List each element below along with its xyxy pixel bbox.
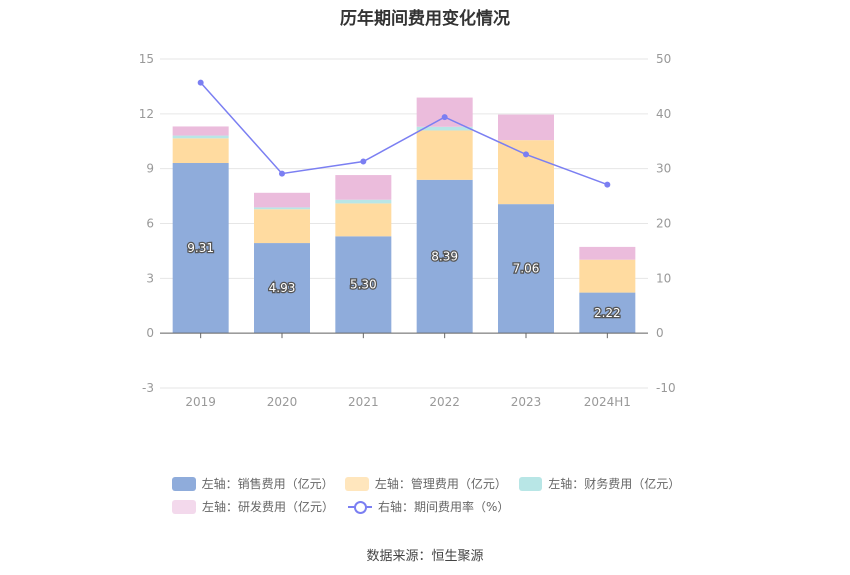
data-source: 数据来源：恒生聚源 xyxy=(366,549,484,564)
bar-data-label: 7.06 xyxy=(513,262,540,276)
x-tick-label: 2024H1 xyxy=(584,395,631,409)
legend-label-admin: 左轴：管理费用（亿元） xyxy=(374,477,507,491)
bar-segment xyxy=(172,126,229,136)
legend-item-finance[interactable]: 左轴：财务费用（亿元） xyxy=(518,475,681,492)
y-right-tick-label: 50 xyxy=(656,52,671,66)
bar-data-label: 8.39 xyxy=(431,249,458,263)
y-left-tick-label: 6 xyxy=(146,217,154,231)
bar-segment xyxy=(335,199,392,204)
bar-segment xyxy=(254,243,310,334)
expense-ratio-point xyxy=(360,158,367,165)
y-right-tick-label: -10 xyxy=(656,381,676,395)
expense-ratio-point xyxy=(197,79,204,86)
y-left-tick-label: -3 xyxy=(142,381,154,395)
legend-label-rd: 左轴：研发费用（亿元） xyxy=(202,500,335,514)
chart-title: 历年期间费用变化情况 xyxy=(340,9,510,29)
y-right-tick-label: 10 xyxy=(656,271,671,285)
bar-data-label: 4.93 xyxy=(269,281,296,295)
legend-swatch-finance xyxy=(518,476,543,491)
bar-segment xyxy=(172,138,229,164)
legend-label-finance: 左轴：财务费用（亿元） xyxy=(548,477,681,491)
bar-segment xyxy=(579,246,636,260)
legend: 左轴：销售费用（亿元） 左轴：管理费用（亿元） 左轴：财务费用（亿元） 左轴：研… xyxy=(172,472,692,518)
bar-segment xyxy=(498,204,554,334)
bar-segment xyxy=(172,135,229,139)
bar-segment xyxy=(416,179,473,334)
bar-segment xyxy=(335,175,392,200)
x-tick-label: 2023 xyxy=(511,395,542,409)
expense-ratio-point xyxy=(279,170,285,177)
x-tick-label: 2022 xyxy=(429,395,460,409)
bar-data-label: 5.30 xyxy=(350,278,377,292)
bar-segment xyxy=(416,130,473,180)
y-right-tick-label: 30 xyxy=(656,162,671,176)
x-tick-label: 2021 xyxy=(348,395,379,409)
bar-segment xyxy=(416,97,473,127)
legend-swatch-admin xyxy=(345,476,369,491)
y-left-tick-label: 3 xyxy=(146,271,154,285)
y-left-tick-label: 0 xyxy=(146,326,154,340)
legend-line-icon xyxy=(348,500,373,514)
bar-segment xyxy=(254,192,310,208)
expense-ratio-point xyxy=(523,151,529,158)
y-left-tick-label: 12 xyxy=(139,107,154,121)
legend-label-sales: 左轴：销售费用（亿元） xyxy=(201,477,334,491)
y-right-tick-label: 40 xyxy=(656,107,671,121)
bar-data-label: 2.22 xyxy=(594,306,621,320)
expense-ratio-point xyxy=(441,114,448,121)
x-tick-label: 2020 xyxy=(267,395,298,409)
bar-segment xyxy=(579,259,636,293)
y-right-tick-label: 20 xyxy=(656,217,671,231)
bar-segment xyxy=(498,114,554,141)
expense-ratio-point xyxy=(604,181,611,188)
bar-segment xyxy=(254,209,310,244)
legend-item-rd[interactable]: 左轴：研发费用（亿元） xyxy=(172,498,334,515)
legend-label-expense-ratio: 右轴：期间费用率（%） xyxy=(378,500,510,514)
bar-segment xyxy=(254,207,310,210)
y-left-tick-label: 15 xyxy=(139,52,154,66)
legend-item-sales[interactable]: 左轴：销售费用（亿元） xyxy=(172,475,334,492)
y-right-tick-label: 0 xyxy=(656,326,664,340)
bar-data-label: 9.31 xyxy=(187,241,214,255)
legend-item-admin[interactable]: 左轴：管理费用（亿元） xyxy=(345,475,507,492)
bar-segment xyxy=(579,292,636,334)
legend-swatch-rd xyxy=(172,499,196,514)
y-left-tick-label: 9 xyxy=(146,162,154,176)
bar-segment xyxy=(335,203,392,237)
x-tick-label: 2019 xyxy=(185,395,216,409)
legend-item-expense-ratio[interactable]: 右轴：期间费用率（%） xyxy=(348,498,509,515)
legend-swatch-sales xyxy=(172,476,196,491)
bar-segment xyxy=(416,126,473,131)
bar-segment xyxy=(172,163,229,334)
bar-segment xyxy=(498,140,554,205)
bar-segment xyxy=(335,236,392,334)
expense-ratio-line xyxy=(200,82,608,186)
